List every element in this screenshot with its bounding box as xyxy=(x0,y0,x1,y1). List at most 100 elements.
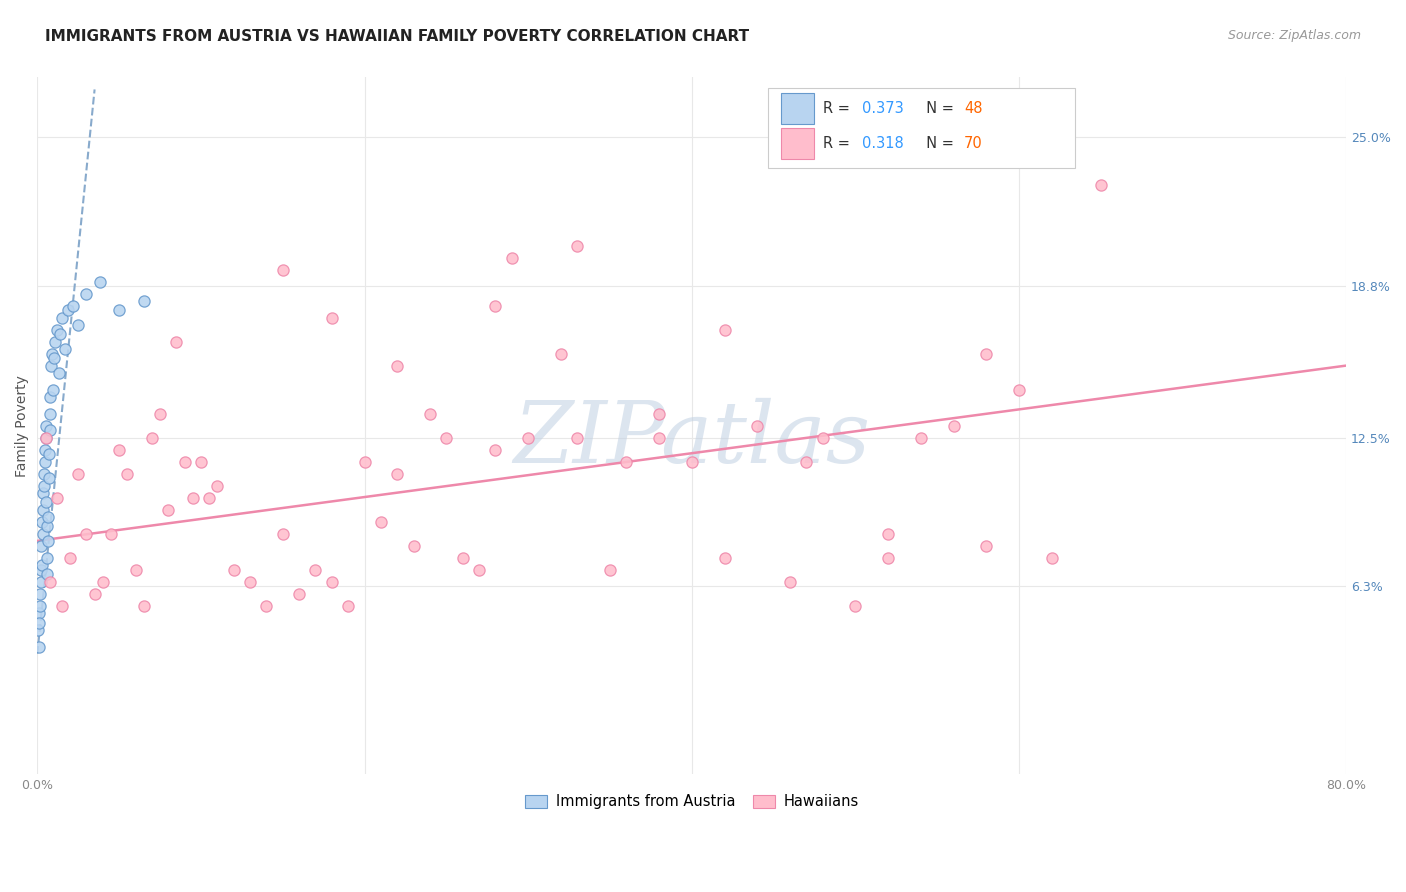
Point xyxy=(484,442,506,457)
Point xyxy=(34,442,56,457)
Point xyxy=(648,431,671,445)
Point xyxy=(38,471,60,485)
Point xyxy=(419,407,441,421)
Point xyxy=(304,563,326,577)
Point xyxy=(451,550,474,565)
Point xyxy=(484,299,506,313)
Text: N =: N = xyxy=(917,102,959,116)
Point xyxy=(198,491,221,505)
FancyBboxPatch shape xyxy=(780,128,814,160)
Text: R =: R = xyxy=(823,136,855,151)
Point xyxy=(942,418,965,433)
Text: 70: 70 xyxy=(965,136,983,151)
Point xyxy=(517,431,540,445)
Point xyxy=(117,467,139,481)
Point xyxy=(108,303,131,318)
Point xyxy=(254,599,277,613)
Point xyxy=(30,599,52,613)
Point xyxy=(614,455,637,469)
Point xyxy=(713,550,735,565)
Point xyxy=(35,519,58,533)
Text: N =: N = xyxy=(917,136,959,151)
Legend: Immigrants from Austria, Hawaiians: Immigrants from Austria, Hawaiians xyxy=(519,789,865,815)
Point xyxy=(67,467,90,481)
Text: Source: ZipAtlas.com: Source: ZipAtlas.com xyxy=(1227,29,1361,42)
Point xyxy=(62,299,84,313)
Text: 0.373: 0.373 xyxy=(862,102,904,116)
Point xyxy=(37,550,59,565)
Point xyxy=(44,334,66,349)
Point xyxy=(41,346,63,360)
Point xyxy=(321,310,343,325)
Point xyxy=(157,502,180,516)
Point xyxy=(42,383,65,397)
Point xyxy=(747,418,769,433)
Point xyxy=(1090,178,1112,193)
Point xyxy=(811,431,834,445)
Point xyxy=(48,366,70,380)
Point xyxy=(58,303,80,318)
Point xyxy=(53,342,76,356)
Point xyxy=(141,431,163,445)
Point xyxy=(37,533,59,548)
Point xyxy=(100,526,122,541)
Point xyxy=(239,574,262,589)
Point xyxy=(75,286,97,301)
Point xyxy=(37,567,59,582)
Point xyxy=(42,351,65,366)
Point xyxy=(34,455,56,469)
Point xyxy=(32,486,55,500)
Point xyxy=(32,502,55,516)
Point xyxy=(910,431,932,445)
Point xyxy=(67,318,90,332)
Point xyxy=(190,455,212,469)
Point xyxy=(370,515,392,529)
Text: 48: 48 xyxy=(965,102,983,116)
Point xyxy=(34,431,56,445)
Point xyxy=(681,455,703,469)
Point xyxy=(30,563,52,577)
FancyBboxPatch shape xyxy=(768,88,1076,168)
FancyBboxPatch shape xyxy=(780,93,814,125)
Point xyxy=(46,491,69,505)
Point xyxy=(207,478,229,492)
Point xyxy=(567,431,589,445)
Point xyxy=(567,238,589,252)
Point xyxy=(271,526,294,541)
Point xyxy=(877,550,900,565)
Text: ZIPatlas: ZIPatlas xyxy=(513,398,870,481)
Point xyxy=(387,359,409,373)
Point xyxy=(779,574,801,589)
Point xyxy=(91,574,114,589)
Point xyxy=(353,455,375,469)
Point xyxy=(39,407,62,421)
Point xyxy=(468,563,491,577)
Point xyxy=(288,587,311,601)
Point xyxy=(1008,383,1031,397)
Point xyxy=(35,495,58,509)
Text: IMMIGRANTS FROM AUSTRIA VS HAWAIIAN FAMILY POVERTY CORRELATION CHART: IMMIGRANTS FROM AUSTRIA VS HAWAIIAN FAMI… xyxy=(45,29,749,44)
Point xyxy=(124,563,146,577)
Point xyxy=(149,407,172,421)
Text: 0.318: 0.318 xyxy=(862,136,904,151)
Point xyxy=(108,442,131,457)
Point xyxy=(28,615,51,630)
Point xyxy=(599,563,621,577)
Point xyxy=(34,418,56,433)
Point xyxy=(75,526,97,541)
Point xyxy=(387,467,409,481)
Point xyxy=(434,431,457,445)
Point xyxy=(271,262,294,277)
Point xyxy=(28,606,51,620)
Point xyxy=(132,599,155,613)
Point xyxy=(501,251,523,265)
Point xyxy=(222,563,245,577)
Point xyxy=(337,599,360,613)
Point xyxy=(35,431,58,445)
Point xyxy=(37,509,59,524)
Point xyxy=(648,407,671,421)
Point xyxy=(46,322,69,336)
Text: R =: R = xyxy=(823,102,855,116)
Point xyxy=(59,550,82,565)
Point xyxy=(794,455,817,469)
